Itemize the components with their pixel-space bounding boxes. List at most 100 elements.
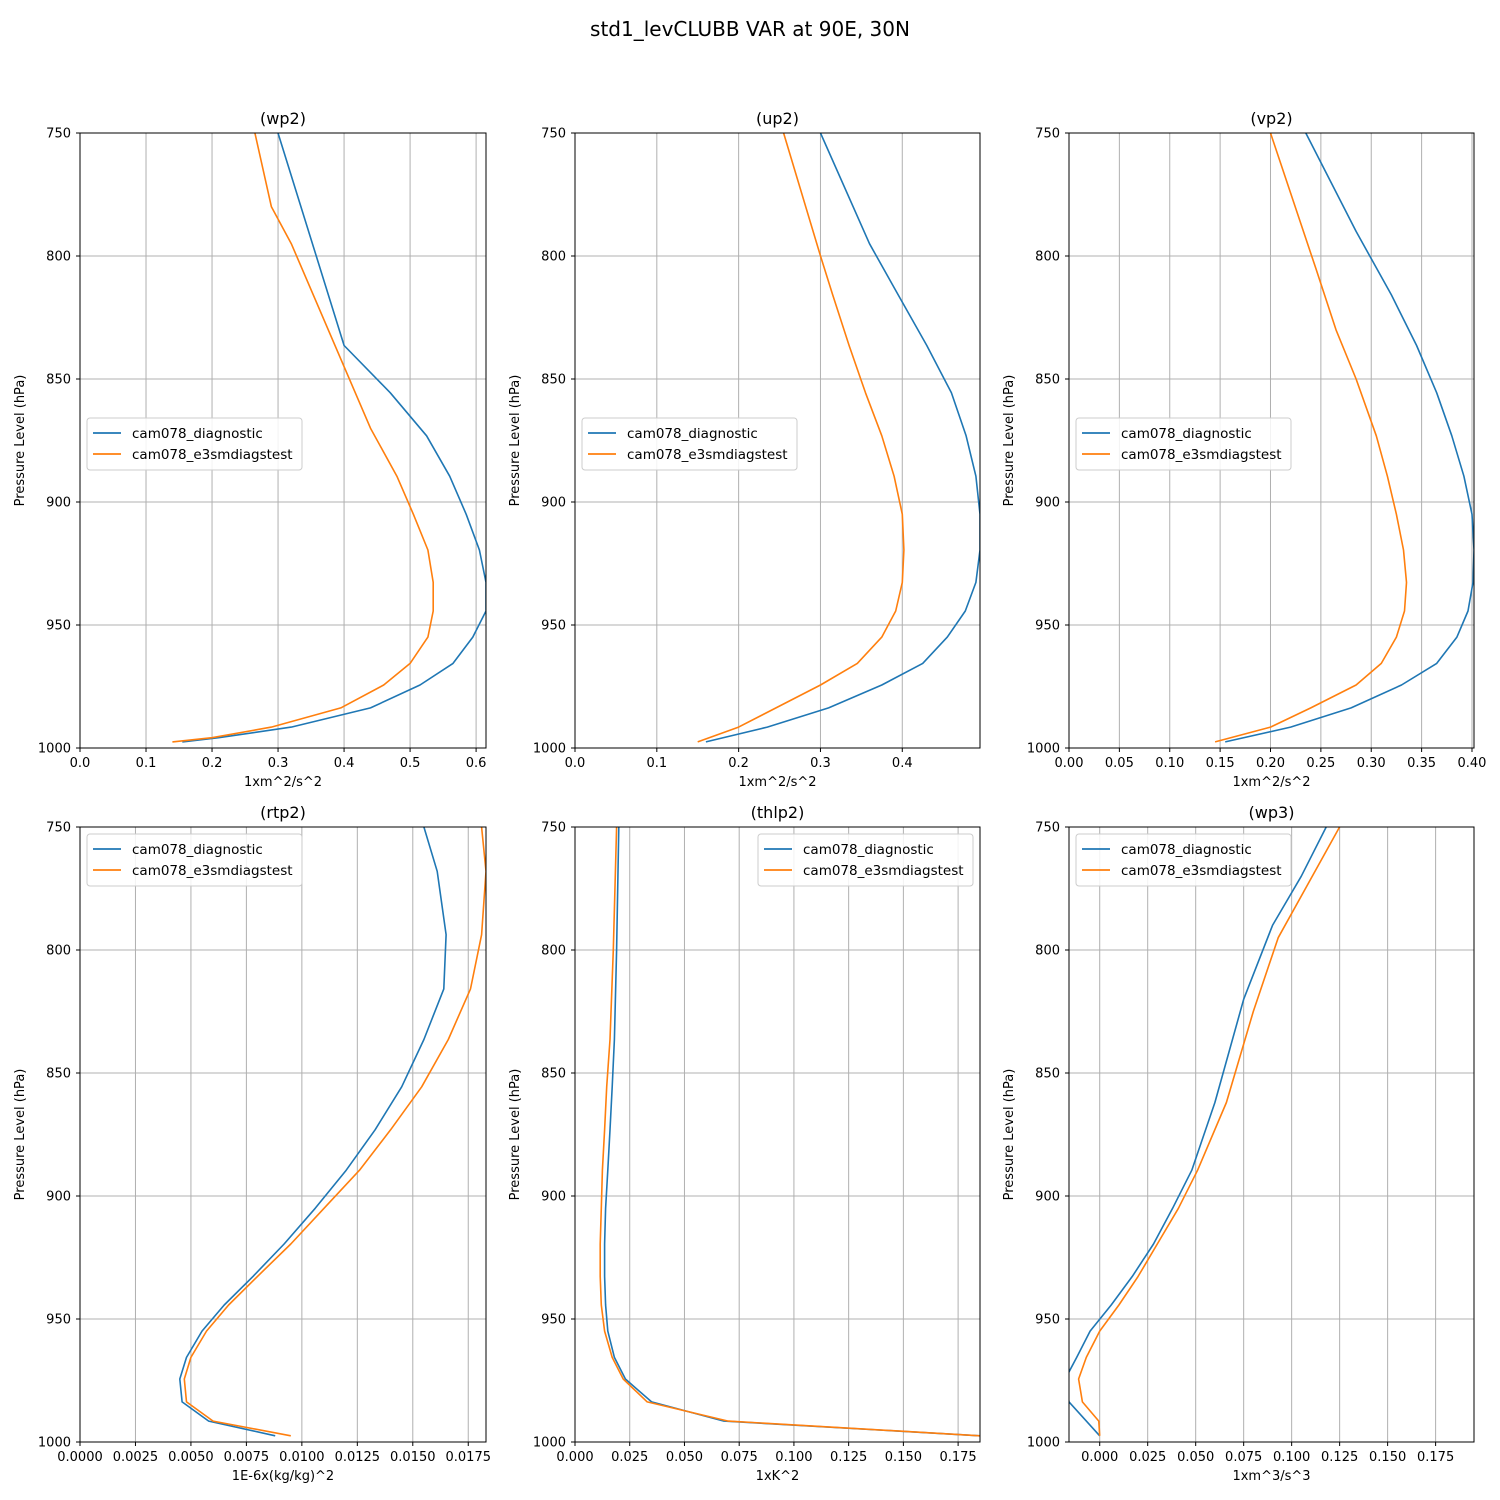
x-tick-label: 0.0125 bbox=[335, 1450, 381, 1465]
x-axis-label: 1xK^2 bbox=[756, 1469, 800, 1484]
y-tick-label: 900 bbox=[1035, 496, 1060, 511]
x-tick-label: 0.000 bbox=[1081, 1450, 1118, 1465]
x-tick-label: 0.30 bbox=[1357, 756, 1386, 771]
x-tick-label: 0.050 bbox=[666, 1450, 703, 1465]
x-tick-label: 0.2 bbox=[728, 756, 749, 771]
legend: cam078_diagnostic cam078_e3smdiagstest bbox=[757, 833, 974, 887]
axes-frame bbox=[1068, 826, 1475, 1443]
subplot-vp2: 0.00 0.05 0.10 0.15 0.20 0.25 0.30 0.35 0.40 750 8… bbox=[1002, 109, 1486, 790]
x-tick-label: 0.15 bbox=[1206, 756, 1235, 771]
x-tick-label: 0.000 bbox=[556, 1450, 593, 1465]
x-tick-label: 0.0 bbox=[70, 756, 91, 771]
x-tick-label: 0.35 bbox=[1407, 756, 1436, 771]
legend-box bbox=[581, 417, 798, 471]
y-tick-label: 1000 bbox=[533, 1436, 566, 1451]
legend-entry-label: cam078_e3smdiagstest bbox=[1121, 447, 1282, 463]
y-tick-label: 850 bbox=[541, 373, 566, 388]
y-tick-label: 950 bbox=[1035, 619, 1060, 634]
x-tick-label: 0.1 bbox=[646, 756, 667, 771]
x-tick-label: 0.0150 bbox=[390, 1450, 436, 1465]
y-tick-label: 800 bbox=[541, 250, 566, 265]
subplot-title: (vp2) bbox=[1250, 109, 1292, 128]
x-tick-label: 0.1 bbox=[136, 756, 157, 771]
legend-entry-label: cam078_diagnostic bbox=[803, 842, 934, 858]
x-tick-label: 0.10 bbox=[1155, 756, 1184, 771]
y-tick-label: 750 bbox=[46, 821, 71, 836]
legend-box bbox=[86, 417, 303, 471]
series-lines bbox=[172, 133, 486, 743]
x-tick-label: 0.0075 bbox=[224, 1450, 270, 1465]
y-tick-label: 850 bbox=[541, 1067, 566, 1082]
legend-box bbox=[1075, 833, 1292, 887]
series-lines bbox=[1214, 133, 1474, 743]
y-tick-label: 1000 bbox=[1027, 742, 1060, 757]
x-tick-label: 0.0000 bbox=[57, 1450, 103, 1465]
x-tick-label: 0.0175 bbox=[446, 1450, 492, 1465]
x-tick-label: 0.125 bbox=[1321, 1450, 1358, 1465]
legend-box bbox=[1075, 417, 1292, 471]
legend-entry-label: cam078_e3smdiagstest bbox=[627, 447, 788, 463]
x-tick-label: 0.125 bbox=[830, 1450, 867, 1465]
x-tick-label: 0.0025 bbox=[113, 1450, 159, 1465]
axes-frame bbox=[79, 132, 487, 749]
x-axis-label: 1xm^2/s^2 bbox=[1232, 775, 1310, 790]
x-tick-label: 0.100 bbox=[1273, 1450, 1310, 1465]
y-axis-label: Pressure Level (hPa) bbox=[13, 375, 28, 507]
subplot-title: (up2) bbox=[756, 109, 799, 128]
y-tick-label: 750 bbox=[1035, 821, 1060, 836]
x-tick-label: 0.075 bbox=[721, 1450, 758, 1465]
x-tick-label: 0.150 bbox=[885, 1450, 922, 1465]
x-tick-label: 0.025 bbox=[1129, 1450, 1166, 1465]
subplot-rtp2: 0.0000 0.0025 0.0050 0.0075 0.0100 0.0125 0.01… bbox=[13, 803, 491, 1484]
x-tick-label: 0.40 bbox=[1458, 756, 1487, 771]
series-lines bbox=[599, 827, 980, 1437]
y-tick-label: 950 bbox=[541, 1313, 566, 1328]
legend-entry-label: cam078_e3smdiagstest bbox=[1121, 863, 1282, 879]
y-tick-label: 1000 bbox=[533, 742, 566, 757]
legend-entry-label: cam078_e3smdiagstest bbox=[803, 863, 964, 879]
y-tick-label: 850 bbox=[1035, 373, 1060, 388]
y-tick-label: 900 bbox=[46, 496, 71, 511]
x-tick-label: 0.0050 bbox=[168, 1450, 214, 1465]
axes-frame bbox=[79, 826, 487, 1443]
x-axis-label: 1xm^3/s^3 bbox=[1232, 1469, 1310, 1484]
y-axis-label: Pressure Level (hPa) bbox=[1002, 375, 1017, 507]
y-tick-label: 800 bbox=[46, 944, 71, 959]
x-tick-label: 0.3 bbox=[810, 756, 831, 771]
y-tick-label: 850 bbox=[1035, 1067, 1060, 1082]
x-axis-label: 1E-6x(kg/kg)^2 bbox=[232, 1469, 334, 1484]
x-tick-label: 0.00 bbox=[1055, 756, 1084, 771]
legend: cam078_diagnostic cam078_e3smdiagstest bbox=[1075, 417, 1292, 471]
x-axis-label: 1xm^2/s^2 bbox=[244, 775, 322, 790]
y-tick-label: 1000 bbox=[38, 742, 71, 757]
axes-frame bbox=[1068, 132, 1475, 749]
subplot-wp3: 0.000 0.025 0.050 0.075 0.100 0.125 0.150 0.175… bbox=[1002, 803, 1475, 1484]
y-tick-label: 950 bbox=[46, 1313, 71, 1328]
series-lines bbox=[697, 133, 980, 743]
legend: cam078_diagnostic cam078_e3smdiagstest bbox=[1075, 833, 1292, 887]
y-tick-label: 1000 bbox=[1027, 1436, 1060, 1451]
series-line-cam078_e3smdiagstest bbox=[172, 133, 435, 743]
series-line-cam078_diagnostic bbox=[705, 133, 980, 743]
y-tick-label: 900 bbox=[46, 1190, 71, 1205]
x-tick-label: 0.050 bbox=[1177, 1450, 1214, 1465]
legend-box bbox=[86, 833, 303, 887]
series-line-cam078_e3smdiagstest bbox=[697, 133, 905, 743]
legend: cam078_diagnostic cam078_e3smdiagstest bbox=[86, 417, 303, 471]
y-tick-label: 900 bbox=[541, 1190, 566, 1205]
y-tick-label: 800 bbox=[46, 250, 71, 265]
legend-entry-label: cam078_e3smdiagstest bbox=[132, 447, 293, 463]
series-lines bbox=[179, 827, 486, 1437]
x-tick-label: 0.025 bbox=[611, 1450, 648, 1465]
y-tick-label: 800 bbox=[1035, 250, 1060, 265]
legend-entry-label: cam078_diagnostic bbox=[1121, 426, 1252, 442]
series-line-cam078_e3smdiagstest bbox=[1077, 827, 1341, 1436]
x-tick-label: 0.20 bbox=[1256, 756, 1285, 771]
x-tick-label: 0.25 bbox=[1306, 756, 1335, 771]
y-tick-label: 950 bbox=[46, 619, 71, 634]
subplot-title: (rtp2) bbox=[260, 803, 306, 822]
series-line-cam078_diagnostic bbox=[603, 827, 980, 1437]
subplot-up2: 0.0 0.1 0.2 0.3 0.4 750 800 850 900 950 1000 (up2) 1… bbox=[508, 109, 981, 790]
x-tick-label: 0.0100 bbox=[279, 1450, 325, 1465]
x-tick-label: 0.100 bbox=[775, 1450, 812, 1465]
